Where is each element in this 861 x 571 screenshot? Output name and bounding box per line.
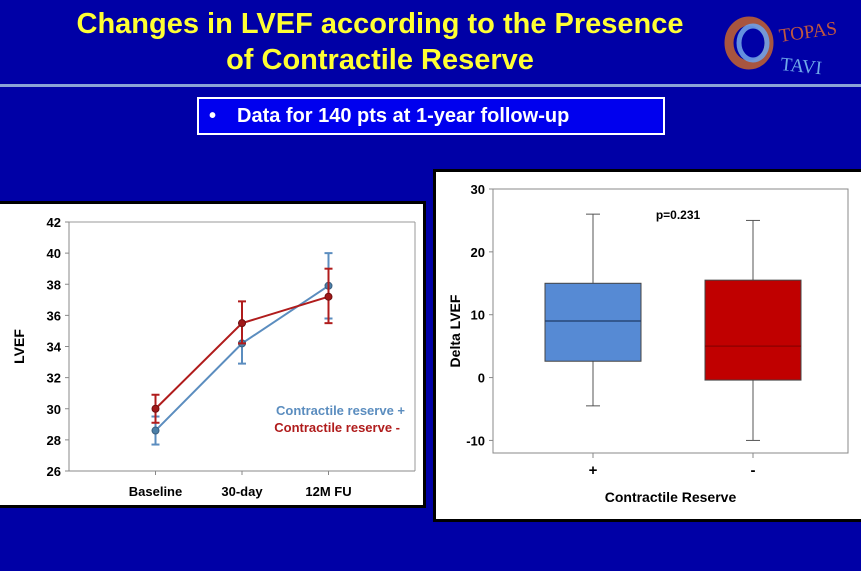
- topas-tavi-logo: TOPAS TAVI: [724, 16, 838, 78]
- delta-lvef-boxplot: -10 0 10 20 30 Delta LVEF Contractile Reserve p…: [447, 182, 849, 505]
- p-value-annotation: p=0.231: [656, 208, 701, 222]
- y-tick-label: 34: [47, 340, 62, 355]
- y-tick-label: 42: [47, 215, 61, 230]
- x-tick-label: -: [751, 462, 756, 479]
- y-tick-label: 32: [47, 371, 61, 386]
- y-tick-label: 38: [47, 277, 61, 292]
- x-tick-label: 30-day: [221, 484, 263, 499]
- x-tick-label: +: [589, 462, 598, 479]
- y-tick-label: -10: [466, 433, 485, 448]
- box-minus: [704, 279, 802, 381]
- x-axis-label: Contractile Reserve: [605, 489, 737, 505]
- data-point: [151, 426, 160, 435]
- box-plus: [544, 282, 642, 362]
- data-point: [151, 404, 160, 413]
- delta-lvef-boxplot-panel: -10 0 10 20 30 Delta LVEF Contractile Reserve p…: [433, 169, 861, 522]
- subtitle-text: Data for 140 pts at 1-year follow-up: [237, 105, 570, 127]
- y-axis-label: LVEF: [11, 329, 27, 364]
- legend-entry-plus: Contractile reserve +: [276, 403, 405, 418]
- y-tick-label: 10: [471, 308, 485, 323]
- logo-word-topas: TOPAS: [778, 18, 838, 47]
- y-tick-label: 20: [471, 245, 485, 260]
- data-point: [238, 319, 246, 328]
- legend-entry-minus: Contractile reserve -: [274, 420, 400, 435]
- title-separator: [0, 84, 861, 87]
- y-axis-label: Delta LVEF: [447, 294, 463, 367]
- lvef-line-chart: 26 28 30 32 34 36 38 40 42 Baseline 30-day 12M FU LV…: [11, 215, 416, 499]
- lvef-line-chart-panel: 26 28 30 32 34 36 38 40 42 Baseline 30-day 12M FU LV…: [0, 201, 426, 508]
- title-line-2: of Contractile Reserve: [226, 44, 534, 76]
- slide-title: Changes in LVEF according to the Presenc…: [0, 6, 760, 78]
- ring-logo-icon: [724, 16, 774, 70]
- title-line-1: Changes in LVEF according to the Presenc…: [76, 8, 684, 40]
- y-tick-label: 28: [47, 433, 61, 448]
- y-tick-label: 36: [47, 308, 61, 323]
- bullet-icon: •: [209, 105, 217, 127]
- y-tick-label: 40: [47, 246, 61, 261]
- y-tick-label: 26: [47, 464, 61, 479]
- x-tick-label: Baseline: [129, 484, 182, 499]
- y-tick-label: 30: [471, 182, 485, 197]
- plot-frame: [492, 188, 849, 454]
- logo-word-tavi: TAVI: [779, 54, 822, 78]
- y-tick-label: 0: [478, 371, 485, 386]
- subtitle-box: • Data for 140 pts at 1-year follow-up: [197, 97, 665, 135]
- data-point: [324, 292, 333, 301]
- y-tick-label: 30: [47, 402, 61, 417]
- x-tick-label: 12M FU: [305, 484, 351, 499]
